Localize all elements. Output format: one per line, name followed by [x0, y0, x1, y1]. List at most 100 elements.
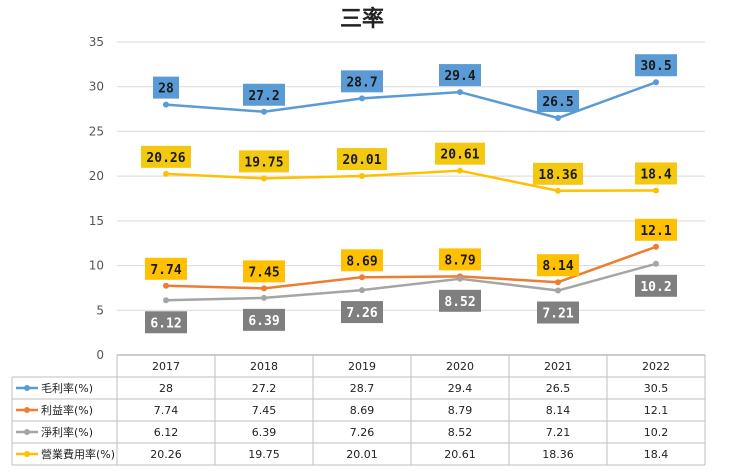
table-cell: 8.14 — [546, 404, 571, 417]
table-cell: 20.01 — [346, 448, 378, 461]
data-point — [653, 187, 659, 194]
data-label-box — [635, 54, 677, 77]
legend-key-marker — [24, 429, 30, 435]
data-label-text: 7.26 — [346, 306, 377, 321]
y-tick-label: 15 — [89, 214, 104, 228]
data-label: 20.61 — [435, 142, 485, 165]
x-tick-label: 2017 — [152, 360, 180, 373]
data-label: 10.2 — [635, 274, 677, 297]
data-label: 7.21 — [537, 301, 579, 324]
data-point — [163, 297, 169, 304]
data-table: 2017 2018 2019 2020 2021 2022 毛利率(%) 28 27.2 28.7… — [11, 354, 706, 466]
data-label-text: 18.4 — [640, 167, 671, 182]
data-label-text: 28 — [158, 82, 174, 97]
data-label: 6.39 — [243, 308, 285, 331]
data-label-box — [145, 257, 187, 280]
table-cell: 8.79 — [448, 404, 473, 417]
data-label-text: 20.26 — [146, 151, 185, 166]
data-labels: 28 27.2 28.7 29.4 26.5 30.5 7.74 7.45 8.69 8.79 8.… — [141, 54, 677, 334]
data-label-text: 29.4 — [444, 69, 475, 84]
data-label-box — [537, 254, 579, 277]
y-tick-label: 5 — [96, 303, 104, 317]
y-tick-label: 30 — [89, 80, 104, 94]
data-label-text: 28.7 — [346, 75, 377, 90]
data-label-text: 26.5 — [542, 95, 573, 110]
table-cell: 20.61 — [444, 448, 476, 461]
data-label-box — [435, 142, 485, 165]
data-label-text: 7.45 — [248, 265, 279, 280]
data-label-text: 12.1 — [640, 224, 671, 239]
data-point — [261, 175, 267, 182]
data-label-text: 6.12 — [150, 316, 181, 331]
data-label-text: 7.74 — [150, 263, 181, 278]
data-point — [457, 167, 463, 174]
series-lines — [163, 79, 659, 304]
data-label: 28 — [153, 76, 179, 99]
legend-key-marker — [24, 385, 30, 391]
table-cell: 7.26 — [350, 426, 375, 439]
table-cell: 18.36 — [542, 448, 574, 461]
data-point — [261, 294, 267, 301]
data-point — [653, 243, 659, 250]
table-cell: 7.21 — [546, 426, 571, 439]
table-cell: 7.74 — [154, 404, 179, 417]
data-label: 7.74 — [145, 257, 187, 280]
x-tick-label: 2020 — [446, 360, 474, 373]
data-label-text: 20.61 — [440, 148, 479, 163]
data-label-box — [341, 249, 383, 272]
data-label-text: 19.75 — [244, 155, 283, 170]
data-label-text: 8.52 — [444, 295, 475, 310]
data-label-box — [239, 150, 289, 173]
data-label-text: 30.5 — [640, 59, 671, 74]
table-cell: 12.1 — [644, 404, 669, 417]
data-label-text: 27.2 — [248, 89, 279, 104]
data-label-text: 18.36 — [538, 168, 577, 183]
data-label-text: 6.39 — [248, 314, 279, 329]
data-point — [359, 95, 365, 102]
data-point — [359, 287, 365, 294]
series-line-2 — [165, 262, 657, 302]
data-label-box — [145, 311, 187, 334]
data-label-text: 8.79 — [444, 253, 475, 268]
data-label: 12.1 — [635, 218, 677, 241]
data-label-text: 8.14 — [542, 259, 573, 274]
y-tick-label: 35 — [89, 35, 104, 49]
data-label-box — [141, 145, 191, 168]
y-tick-label: 25 — [89, 124, 104, 138]
legend-series-name: 毛利率(%) — [41, 381, 93, 395]
table-cell: 8.69 — [350, 404, 375, 417]
series-line-0 — [165, 81, 657, 120]
data-label: 7.26 — [341, 301, 383, 324]
data-label: 18.4 — [635, 162, 677, 185]
data-label-box — [537, 90, 579, 113]
legend-key-marker — [24, 451, 30, 457]
data-label-text: 7.21 — [542, 307, 573, 322]
data-label-box — [341, 70, 383, 93]
data-label-box — [337, 148, 387, 171]
y-tick-label: 20 — [89, 169, 104, 183]
data-label-box — [439, 248, 481, 271]
series-line-1 — [165, 245, 657, 290]
legend-series-name: 淨利率(%) — [41, 425, 93, 439]
data-label: 30.5 — [635, 54, 677, 77]
x-tick-label: 2018 — [250, 360, 278, 373]
data-label-box — [243, 83, 285, 106]
data-label: 20.26 — [141, 145, 191, 168]
series-line-3 — [165, 169, 657, 193]
legend-series-name: 營業費用率(%) — [41, 447, 115, 461]
gridlines — [117, 41, 705, 356]
data-label: 18.36 — [533, 162, 583, 185]
data-point — [457, 275, 463, 282]
data-label-text: 20.01 — [342, 153, 381, 168]
data-label-box — [533, 162, 583, 185]
data-label-box — [243, 260, 285, 283]
table-cell: 6.39 — [252, 426, 277, 439]
table-cell: 28.7 — [350, 382, 375, 395]
data-label-box — [635, 218, 677, 241]
table-cell: 6.12 — [154, 426, 179, 439]
x-tick-label: 2022 — [642, 360, 670, 373]
data-point — [359, 274, 365, 281]
data-point — [555, 287, 561, 294]
data-label: 8.52 — [439, 289, 481, 312]
